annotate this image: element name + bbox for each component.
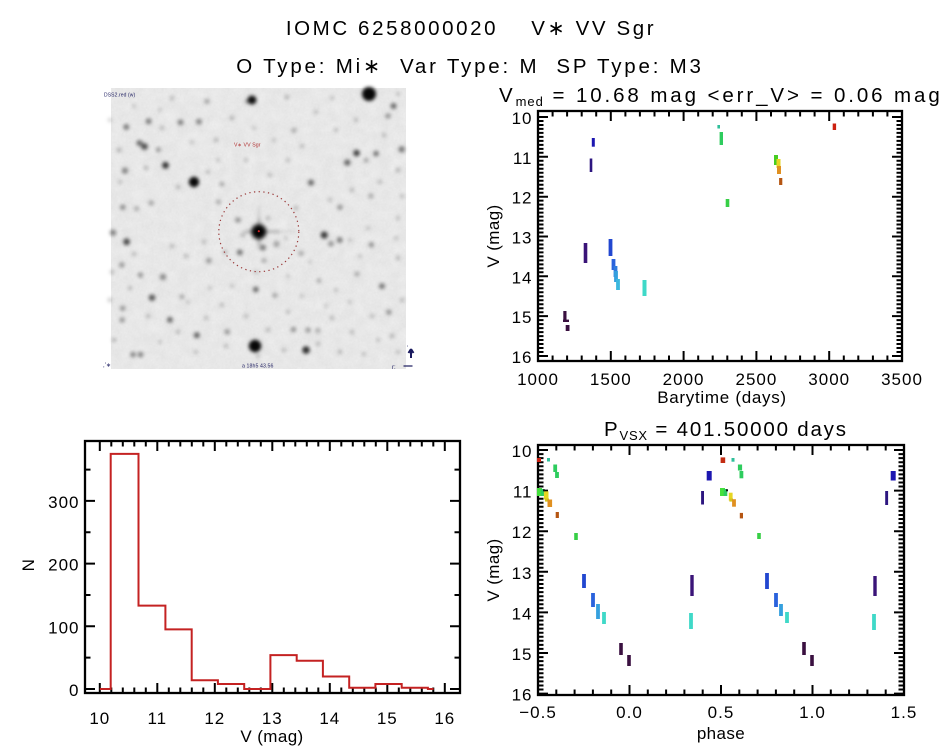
svg-text:1000: 1000 [517, 370, 559, 389]
svg-text:−0.5: −0.5 [519, 703, 557, 722]
svg-text:V∗ VV Sgr: V∗ VV Sgr [234, 143, 261, 149]
svg-text:11: 11 [513, 483, 533, 502]
svg-text:300: 300 [48, 493, 79, 512]
svg-text:10: 10 [89, 709, 110, 728]
svg-text:2000: 2000 [663, 370, 705, 389]
svg-text:14: 14 [319, 709, 340, 728]
svg-text:1.0: 1.0 [799, 703, 826, 722]
svg-text:3000: 3000 [808, 370, 850, 389]
svg-text:phase: phase [697, 724, 745, 743]
svg-text:13: 13 [262, 709, 283, 728]
svg-text:a 18h5 43.56: a 18h5 43.56 [242, 364, 274, 370]
svg-text:16: 16 [512, 348, 533, 367]
svg-text:12: 12 [512, 523, 533, 542]
svg-text:1500: 1500 [590, 370, 632, 389]
svg-text:15: 15 [512, 645, 533, 664]
svg-text:O Type: Mi∗ Var Type: M SP T: O Type: Mi∗ Var Type: M SP Type: M3 [236, 55, 704, 78]
svg-text:100: 100 [48, 618, 79, 637]
svg-text:V (mag): V (mag) [484, 204, 503, 267]
svg-text:13: 13 [512, 564, 533, 583]
svg-text:10: 10 [512, 109, 533, 128]
svg-text:2500: 2500 [735, 370, 777, 389]
svg-text:12: 12 [512, 189, 533, 208]
svg-text:10: 10 [512, 442, 533, 461]
svg-text:11: 11 [513, 149, 533, 168]
svg-text:Barytime (days): Barytime (days) [657, 388, 787, 407]
svg-text:’: ’ [407, 346, 408, 352]
svg-text:DSS2.red (w): DSS2.red (w) [104, 93, 135, 99]
svg-text:11: 11 [147, 709, 167, 728]
svg-text:13: 13 [512, 229, 533, 248]
svg-text:15: 15 [377, 709, 398, 728]
svg-text:N: N [19, 559, 38, 572]
svg-text:14: 14 [512, 268, 533, 287]
svg-text:,’∗: ,’∗ [103, 363, 111, 369]
svg-text:PVSX = 401.50000 days: PVSX = 401.50000 days [604, 418, 848, 443]
svg-text:16: 16 [512, 686, 533, 705]
svg-text:r:: r: [392, 365, 396, 371]
svg-text:14: 14 [512, 604, 533, 623]
svg-text:0.0: 0.0 [616, 703, 643, 722]
svg-text:3500: 3500 [881, 370, 923, 389]
svg-text:0: 0 [69, 681, 79, 700]
svg-text:0.5: 0.5 [708, 703, 735, 722]
svg-text:1.5: 1.5 [891, 703, 918, 722]
svg-text:200: 200 [48, 556, 79, 575]
svg-text:16: 16 [434, 709, 455, 728]
svg-text:Vmed = 10.68 mag <err_V> = 0.0: Vmed = 10.68 mag <err_V> = 0.06 mag [499, 84, 943, 109]
svg-text:V (mag): V (mag) [484, 538, 503, 601]
svg-text:12: 12 [204, 709, 225, 728]
svg-text:V (mag): V (mag) [240, 727, 303, 746]
svg-text:IOMC 6258000020 V∗ VV Sgr: IOMC 6258000020 V∗ VV Sgr [286, 17, 656, 40]
svg-text:15: 15 [512, 308, 533, 327]
